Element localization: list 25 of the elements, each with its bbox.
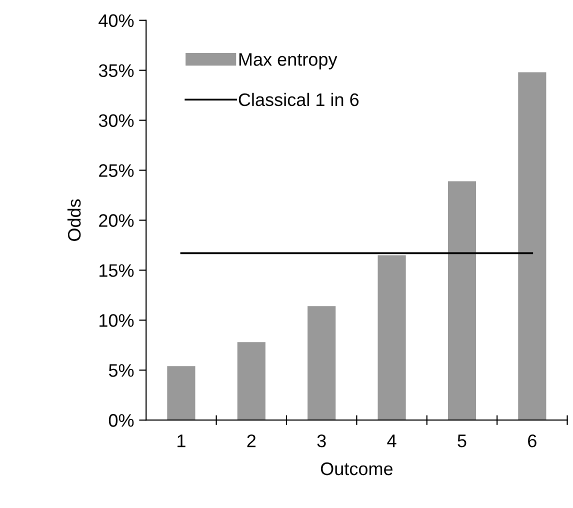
y-tick-label: 30%: [98, 114, 134, 127]
y-tick-label: 20%: [99, 214, 134, 227]
bar: [378, 255, 406, 420]
y-tick-label: 10%: [100, 314, 134, 327]
x-tick-label: 2: [247, 434, 256, 448]
x-tick-label: 4: [387, 434, 396, 448]
y-tick-label: 0%: [108, 414, 134, 427]
y-tick-label: 5%: [108, 364, 134, 377]
y-tick-label: 40%: [98, 14, 134, 28]
legend-label: Max entropy: [239, 53, 338, 70]
bar: [167, 366, 196, 420]
y-tick-label: 35%: [98, 64, 134, 78]
x-tick-label: 5: [458, 434, 466, 448]
y-axis-title: Odds: [67, 199, 81, 241]
bar: [448, 181, 476, 420]
x-tick-label: 1: [178, 434, 186, 448]
x-axis-title: Outcome: [320, 462, 393, 476]
y-tick-label: 15%: [100, 264, 134, 277]
y-tick-label: 25%: [99, 164, 134, 177]
bar: [308, 306, 336, 420]
bar: [518, 72, 546, 420]
x-tick-label: 6: [528, 434, 536, 448]
legend-label: Classical 1 in 6: [238, 92, 359, 106]
x-tick-label: 3: [317, 434, 326, 448]
bar: [237, 342, 266, 420]
